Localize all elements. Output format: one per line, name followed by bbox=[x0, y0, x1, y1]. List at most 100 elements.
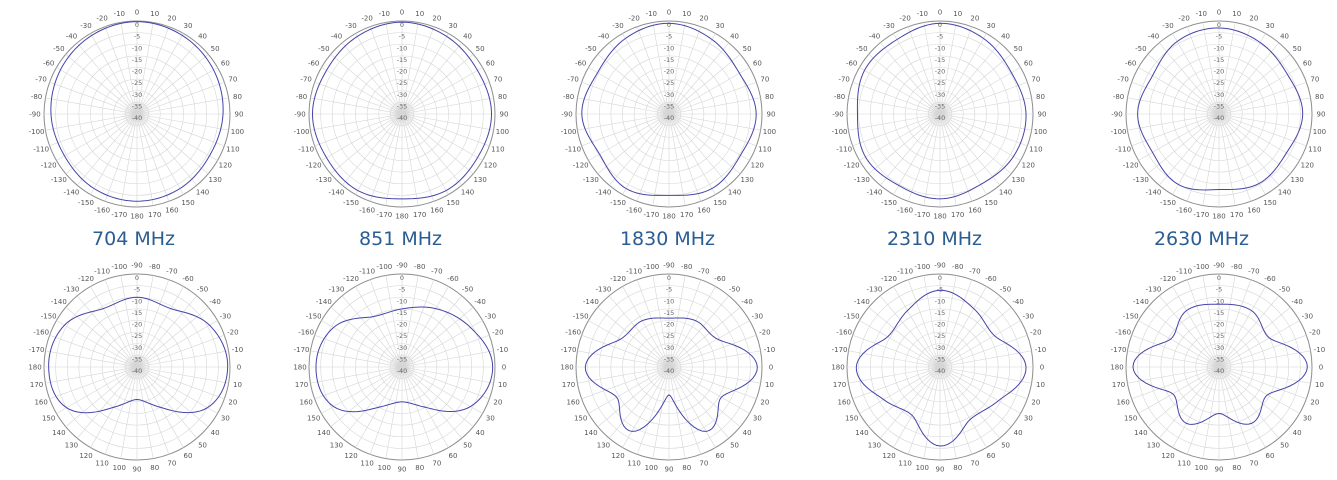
grid-spoke bbox=[1218, 366, 1236, 459]
angle-tick-label: 120 bbox=[219, 162, 232, 170]
angle-tick-label: 50 bbox=[1293, 45, 1302, 53]
grid-spoke bbox=[65, 53, 138, 115]
grid-spoke bbox=[923, 275, 941, 368]
angle-tick-label: 50 bbox=[463, 442, 472, 450]
grid-spoke bbox=[136, 113, 170, 202]
radial-tick-label: -30 bbox=[132, 91, 143, 99]
radial-tick-label: 0 bbox=[135, 21, 139, 29]
grid-spoke bbox=[1202, 275, 1220, 368]
grid-spoke bbox=[136, 113, 225, 147]
radial-tick-label: -25 bbox=[397, 79, 408, 87]
grid-spoke bbox=[668, 26, 702, 115]
grid-spoke bbox=[668, 22, 686, 115]
angle-tick-label: 80 bbox=[953, 464, 962, 472]
grid-spoke bbox=[310, 350, 403, 368]
angle-tick-label: -90 bbox=[131, 262, 142, 270]
angle-tick-label: 30 bbox=[716, 22, 725, 30]
angle-tick-label: -30 bbox=[345, 22, 356, 30]
grid-spoke bbox=[859, 67, 941, 115]
angle-tick-label: 50 bbox=[1280, 442, 1289, 450]
angle-tick-label: -130 bbox=[866, 285, 882, 293]
grid-spoke bbox=[668, 286, 716, 368]
angle-tick-label: 80 bbox=[498, 93, 507, 101]
grid-spoke bbox=[939, 33, 987, 115]
angle-tick-label: -170 bbox=[1111, 346, 1127, 354]
angle-tick-label: -160 bbox=[298, 329, 314, 337]
angle-tick-label: 130 bbox=[473, 176, 486, 184]
radial-tick-label: -10 bbox=[664, 297, 675, 305]
angle-tick-label: -10 bbox=[1314, 346, 1325, 354]
grid-spoke bbox=[401, 286, 449, 368]
angle-tick-label: 0 bbox=[502, 364, 506, 372]
angle-tick-label: -110 bbox=[565, 145, 581, 153]
angle-tick-label: 170 bbox=[30, 381, 43, 389]
angle-tick-label: 40 bbox=[211, 429, 220, 437]
grid-spoke bbox=[104, 113, 138, 202]
grid-spoke bbox=[939, 113, 1001, 186]
angle-tick-label: 150 bbox=[574, 415, 587, 423]
grid-spoke bbox=[668, 366, 716, 448]
angle-tick-label: -80 bbox=[563, 93, 574, 101]
angle-tick-label: 150 bbox=[42, 415, 55, 423]
grid-spoke bbox=[1218, 350, 1311, 368]
angle-tick-label: 140 bbox=[196, 189, 209, 197]
angle-tick-label: 20 bbox=[970, 15, 979, 23]
angle-tick-label: 100 bbox=[378, 464, 391, 472]
angle-tick-label: 110 bbox=[627, 459, 640, 467]
angle-tick-label: -30 bbox=[1162, 22, 1173, 30]
grid-spoke bbox=[90, 113, 138, 195]
radial-tick-label: -35 bbox=[1214, 355, 1225, 363]
angle-tick-label: -170 bbox=[29, 346, 45, 354]
radial-tick-label: -40 bbox=[397, 367, 408, 375]
angle-tick-label: 40 bbox=[743, 429, 752, 437]
grid-spoke bbox=[939, 366, 1028, 400]
grid-spoke bbox=[1218, 97, 1311, 115]
angle-tick-label: 170 bbox=[562, 381, 575, 389]
angle-tick-label: 70 bbox=[493, 76, 502, 84]
angle-tick-label: -110 bbox=[1176, 268, 1192, 276]
grid-spoke bbox=[401, 295, 463, 368]
radial-tick-label: -20 bbox=[1214, 68, 1225, 76]
grid-spoke bbox=[1186, 366, 1220, 455]
grid-spoke bbox=[1131, 366, 1220, 400]
angle-tick-label: -130 bbox=[595, 285, 611, 293]
angle-tick-label: 20 bbox=[432, 15, 441, 23]
grid-spoke bbox=[401, 279, 435, 368]
grid-spoke bbox=[330, 53, 403, 115]
angle-tick-label: 150 bbox=[845, 415, 858, 423]
grid-spoke bbox=[369, 113, 403, 202]
grid-spoke bbox=[1172, 113, 1220, 195]
angle-tick-label: -60 bbox=[182, 275, 193, 283]
grid-spoke bbox=[668, 350, 761, 368]
angle-tick-label: 20 bbox=[1310, 398, 1319, 406]
radial-tick-label: -25 bbox=[664, 332, 675, 340]
grid-spoke bbox=[939, 113, 987, 195]
grid-spoke bbox=[608, 366, 670, 439]
grid-spoke bbox=[136, 67, 218, 115]
grid-spoke bbox=[939, 53, 1012, 115]
angle-tick-label: 110 bbox=[1029, 145, 1042, 153]
angle-tick-label: -80 bbox=[681, 263, 692, 271]
grid-spoke bbox=[597, 306, 670, 368]
angle-tick-label: 140 bbox=[584, 429, 597, 437]
grid-spoke bbox=[939, 22, 957, 115]
angle-tick-label: 10 bbox=[150, 10, 159, 18]
angle-tick-label: -170 bbox=[914, 211, 930, 219]
angle-tick-label: -130 bbox=[316, 176, 332, 184]
grid-spoke bbox=[1147, 53, 1220, 115]
angle-tick-label: 70 bbox=[760, 76, 769, 84]
angle-tick-label: -100 bbox=[643, 263, 659, 271]
angle-tick-label: -150 bbox=[610, 199, 626, 207]
grid-spoke bbox=[1218, 366, 1280, 439]
grid-spoke bbox=[90, 286, 138, 368]
angle-tick-label: 30 bbox=[1024, 415, 1033, 423]
angle-tick-label: -120 bbox=[1160, 275, 1176, 283]
angle-tick-label: 160 bbox=[430, 206, 443, 214]
grid-spoke bbox=[45, 113, 138, 131]
grid-spoke bbox=[668, 366, 741, 428]
radial-tick-label: -25 bbox=[1214, 79, 1225, 87]
radial-tick-label: -40 bbox=[664, 114, 675, 122]
radial-tick-label: -15 bbox=[1214, 56, 1225, 64]
